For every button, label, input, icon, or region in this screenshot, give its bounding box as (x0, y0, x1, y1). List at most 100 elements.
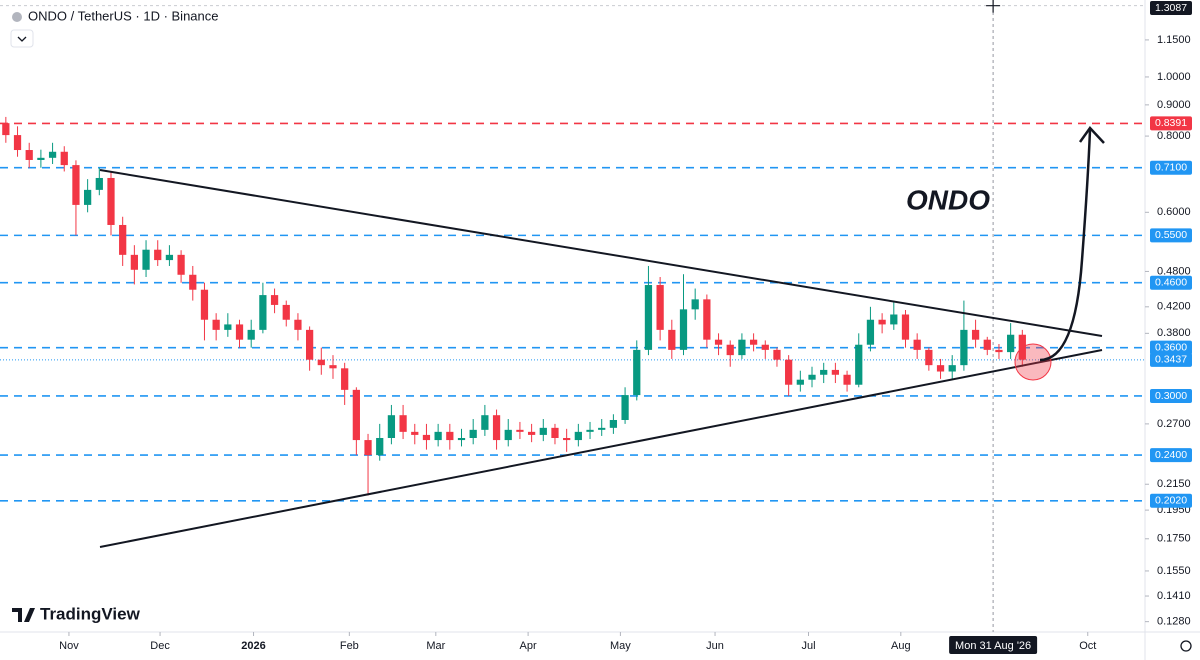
candle-body (352, 389, 360, 441)
candle-body (189, 274, 197, 290)
level-label: 0.3000 (1155, 390, 1187, 402)
chevron (17, 36, 27, 42)
candle-body (516, 429, 524, 432)
level-label-box (1150, 352, 1192, 367)
x-tick-label: Jun (706, 640, 724, 652)
settings-icon (1180, 640, 1192, 652)
candle-body (995, 349, 1003, 353)
level-label-box (1150, 448, 1192, 463)
candle-body (703, 299, 711, 340)
candle-body (2, 123, 10, 136)
symbol-title: ONDO / TetherUS · 1D · Binance (28, 8, 219, 23)
level-label-box (1150, 228, 1192, 243)
candle-body (925, 349, 933, 366)
candle-body (294, 319, 302, 330)
candle-body (387, 415, 396, 438)
level-label-box (1150, 160, 1192, 175)
level-label-box (1150, 340, 1192, 355)
collapse-button[interactable] (10, 29, 34, 48)
candle-body (936, 365, 945, 372)
candle-body (773, 349, 781, 360)
y-tick-label: 0.1550 (1157, 565, 1191, 577)
x-tick-label: Mar (426, 640, 445, 652)
candle-body (609, 419, 618, 428)
candle-body (72, 165, 80, 205)
y-tick-label: 0.3800 (1157, 327, 1191, 339)
candle-body (154, 249, 162, 261)
candle-body (247, 329, 255, 340)
candle-body (691, 299, 699, 310)
y-tick-label: 0.1410 (1157, 590, 1191, 602)
candle-body (890, 314, 898, 325)
candle-body (481, 415, 489, 430)
level-label: 0.2400 (1155, 449, 1187, 461)
candle-body (960, 329, 968, 366)
candle-body (948, 365, 956, 372)
level-label-box (1150, 116, 1192, 131)
level-label-box (1150, 275, 1192, 290)
y-tick-label: 0.1280 (1157, 616, 1191, 628)
candle-body (563, 437, 571, 441)
candle-body (177, 254, 185, 275)
candle-body (60, 151, 68, 166)
candle-body (796, 379, 804, 385)
candle-body (539, 427, 547, 435)
candle-body (679, 309, 688, 350)
candle-body (551, 427, 559, 438)
highlight-circle (1014, 343, 1052, 381)
candle-body (235, 324, 244, 340)
candle-body (656, 285, 664, 330)
y-tick-label: 0.9000 (1157, 99, 1191, 111)
candle-body (200, 289, 209, 320)
candle-body (224, 324, 232, 330)
candle-body (376, 437, 384, 456)
x-tick-label: May (610, 640, 631, 652)
candle-body (726, 344, 734, 356)
candle-body (901, 314, 910, 340)
candle-body (317, 359, 325, 366)
x-tick-label: 2026 (241, 640, 265, 652)
candle-body (1007, 334, 1015, 353)
candle-body (668, 329, 676, 350)
crosshair-y-box (1150, 1, 1192, 15)
level-label: 0.5500 (1155, 229, 1187, 241)
upper-trendline (99, 169, 1103, 337)
y-tick-label: 0.4800 (1157, 265, 1191, 277)
y-tick-label: 1.0000 (1157, 71, 1191, 83)
candle-body (305, 329, 314, 360)
plot-area (0, 0, 1145, 632)
candle-body (574, 431, 582, 441)
candle-body (855, 344, 863, 385)
x-tick-label: Apr (520, 640, 537, 652)
level-label: 0.3600 (1155, 341, 1187, 353)
candle-body (25, 150, 33, 160)
candle-body (749, 339, 758, 345)
candle-body (329, 365, 337, 369)
y-tick-label: 0.2700 (1157, 418, 1191, 430)
candle-body (130, 254, 138, 270)
candle-body (142, 249, 150, 270)
candle-body (446, 431, 454, 441)
candle-body (831, 369, 840, 375)
y-tick-label: 0.6000 (1157, 206, 1191, 218)
x-tick-label: Nov (59, 640, 79, 652)
candle-body (808, 374, 816, 380)
y-tick-label: 0.2150 (1157, 478, 1191, 490)
candle-body (282, 304, 290, 320)
candle-body (212, 319, 220, 330)
candle-body (527, 431, 536, 435)
candle-body (270, 295, 279, 305)
y-tick-label: 0.1950 (1157, 504, 1191, 516)
candle-body (492, 415, 501, 441)
y-tick-label: 0.1750 (1157, 533, 1191, 545)
x-tick-label: Feb (340, 640, 359, 652)
candle-body (469, 429, 477, 438)
candle-body (165, 254, 174, 261)
x-tick-label: Oct (1079, 640, 1096, 652)
candle-body (399, 415, 407, 432)
x-tick-label: Aug (891, 640, 911, 652)
candle-body (364, 440, 372, 456)
candle-body (878, 319, 886, 325)
